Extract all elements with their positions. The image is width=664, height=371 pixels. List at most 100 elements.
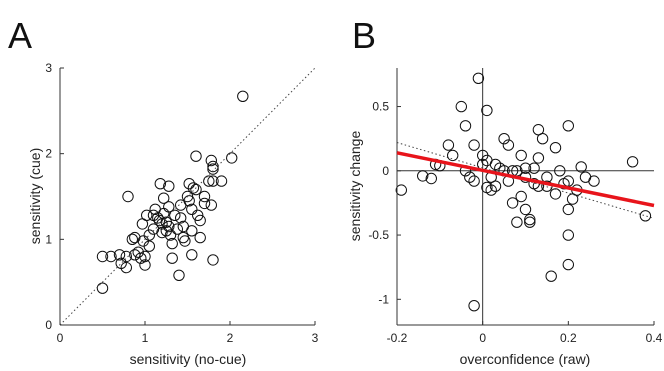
panel-b-point	[519, 203, 532, 216]
panel-a-point	[163, 201, 175, 213]
panel-a-point	[143, 229, 156, 241]
panel-a-y-tick-label: 3	[45, 61, 52, 75]
panel-a-point	[187, 182, 200, 194]
panel-a-point	[179, 235, 191, 247]
panel-b-point	[524, 213, 536, 226]
panel-a-point	[198, 190, 211, 203]
panel-b-point	[468, 139, 480, 151]
panel-a-point	[192, 209, 204, 222]
panel-a-point	[207, 163, 219, 175]
panel-a-point	[96, 282, 109, 294]
panel-b-point	[459, 120, 472, 132]
panel-a-point	[143, 240, 156, 252]
panel-b-point	[549, 142, 562, 154]
panel-a-y-tick-label: 1	[45, 232, 52, 246]
panel-b-point	[536, 133, 549, 145]
panel-a-point	[237, 90, 249, 103]
panel-b-x-tick-label: 0.2	[560, 331, 577, 345]
panel-a-point	[203, 175, 215, 187]
panel-letter-b: B	[352, 15, 376, 56]
panel-b-point	[511, 216, 523, 228]
panel-a-point	[194, 231, 206, 244]
panel-b-point	[417, 170, 429, 182]
panel-a-identity-line	[59, 67, 316, 326]
panel-b-point	[554, 165, 566, 177]
panel-a-y-tick-label: 0	[45, 318, 52, 332]
panel-a-point	[164, 229, 177, 241]
panel-b-point	[562, 120, 574, 132]
panel-a-point	[207, 254, 219, 266]
panel-b-y-tick-label: 0	[382, 164, 389, 178]
panel-a-point	[105, 250, 117, 263]
panel-b: B -0.2 0 0.2 0.4 -1 -0.5 0 0.5 overconfidence (…	[347, 15, 663, 367]
panel-b-point	[575, 161, 587, 173]
panel-b-point	[489, 158, 502, 171]
panel-b-dotted-line	[396, 142, 655, 219]
panel-a-point	[126, 233, 139, 246]
panel-a-y-tick-label: 2	[45, 147, 52, 161]
panel-a-point	[194, 214, 206, 227]
panel-b-fit-line	[396, 151, 655, 208]
panel-a-point	[113, 249, 126, 261]
panel-a-point	[163, 220, 175, 233]
panel-b-point	[549, 188, 562, 200]
panel-b-point	[502, 139, 515, 151]
panel-a-point	[166, 252, 178, 264]
panel-a-point	[166, 237, 178, 250]
panel-b-point	[515, 190, 527, 203]
panel-a-point	[169, 209, 181, 222]
panel-b-x-tick-label: 0.4	[646, 331, 663, 345]
panel-b-point	[468, 175, 480, 187]
panel-a-point	[163, 180, 175, 192]
panel-b-point	[562, 229, 574, 241]
panel-a-point	[132, 246, 144, 258]
panel-b-point	[545, 270, 557, 282]
panel-a-point	[183, 178, 195, 190]
panel-a-point	[154, 178, 167, 190]
panel-b-y-tick-label: -0.5	[368, 228, 389, 242]
panel-a-point	[171, 223, 184, 235]
panel-a-point	[190, 183, 202, 196]
panel-a-point	[186, 225, 198, 237]
panel-a-point	[175, 212, 187, 224]
panel-a-point	[139, 250, 151, 263]
panel-a-point	[173, 269, 185, 281]
panel-a-point	[207, 160, 219, 173]
panel-b-points	[395, 72, 652, 312]
panel-b-point	[528, 162, 540, 174]
panel-a-point	[120, 250, 133, 263]
panel-b-ylabel: sensitivity change	[347, 131, 363, 242]
panel-a-point	[190, 150, 202, 162]
panel-a-ylabel: sensitivity (cue)	[27, 148, 43, 244]
panel-a-axes: 0 1 2 3 0 1 2 3	[45, 61, 318, 345]
panel-a-xlabel: sensitivity (no-cue)	[130, 351, 247, 367]
panel-a-point	[215, 175, 228, 187]
panel-a-point	[183, 195, 195, 207]
panel-b-point	[506, 197, 519, 209]
panel-a-x-tick-label: 3	[312, 331, 319, 345]
panel-a-point	[186, 203, 198, 216]
panel-b-point	[468, 300, 480, 312]
panel-a-point	[207, 175, 219, 187]
panel-b-y-tick-label: 0.5	[372, 100, 389, 114]
panel-a-point	[186, 249, 198, 261]
panel-a-x-tick-label: 0	[57, 331, 64, 345]
panel-a-point	[96, 250, 109, 263]
panel-b-point	[472, 72, 485, 85]
panel-b-x-tick-label: 0	[479, 331, 486, 345]
panel-b-point	[626, 156, 639, 168]
panel-b-y-tick-label: -1	[378, 292, 389, 306]
panel-b-axes: -0.2 0 0.2 0.4 -1 -0.5 0 0.5	[368, 68, 663, 345]
panel-b-point	[442, 139, 455, 151]
panel-b-point	[524, 216, 536, 228]
panel-a: A 0 1 2 3 0 1 2 3 sensitivity (no-cue) sensitiv…	[8, 15, 319, 367]
panel-b-point	[639, 210, 652, 222]
panel-a-x-tick-label: 2	[227, 331, 234, 345]
panel-b-point	[481, 104, 493, 117]
panel-b-point	[455, 100, 467, 113]
panel-b-point	[395, 184, 407, 196]
panel-b-x-tick-label: -0.2	[387, 331, 408, 345]
panel-a-point	[205, 199, 218, 211]
panel-b-point	[562, 203, 574, 216]
